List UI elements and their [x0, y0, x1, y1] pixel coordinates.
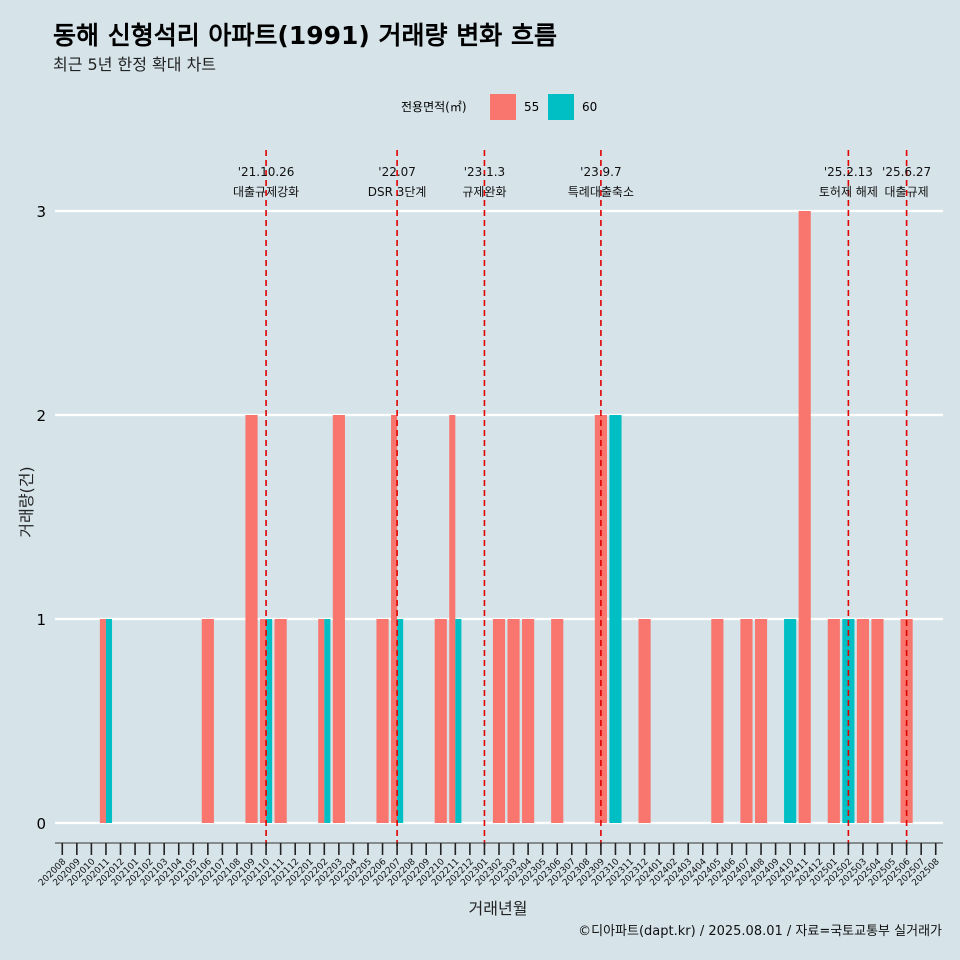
event-label: 대출규제강화	[233, 185, 299, 199]
bar-55-202202	[318, 619, 325, 823]
bar-55-202203	[332, 415, 345, 823]
bar-55-202504	[871, 619, 884, 823]
bar-60-202310	[609, 415, 622, 823]
bar-55-202211	[449, 415, 456, 823]
bar-55-202207	[391, 415, 398, 823]
event-label: 대출규제	[885, 185, 929, 199]
event-date: '25.2.13	[824, 165, 873, 179]
bar-55-202407	[740, 619, 753, 823]
bar-55-202501	[827, 619, 840, 823]
bar-60-202410	[784, 619, 797, 823]
bar-55-202312	[638, 619, 651, 823]
bar-55-202303	[507, 619, 520, 823]
bar-55-202302	[492, 619, 506, 823]
chart-title: 동해 신형석리 아파트(1991) 거래량 변화 흐름	[53, 21, 557, 50]
event-date: '23.9.7	[580, 165, 621, 179]
legend-label-60: 60	[582, 100, 597, 114]
bar-55-202405	[711, 619, 724, 823]
event-label: 특례대출축소	[568, 185, 634, 199]
bar-60-202207	[397, 619, 404, 823]
bar-55-202011	[99, 619, 106, 823]
bar-55-202106	[201, 619, 214, 823]
legend-label-55: 55	[524, 100, 539, 114]
bar-55-202206	[376, 619, 389, 823]
bar-60-202202	[324, 619, 331, 823]
y-tick-label: 0	[36, 815, 46, 833]
bar-55-202109	[245, 415, 258, 823]
y-tick-labels: 0 1 2 3	[36, 203, 46, 833]
bar-55-202503	[856, 619, 870, 823]
event-date: '22.07	[378, 165, 416, 179]
bar-60-202110	[266, 619, 273, 823]
event-date: '25.6.27	[882, 165, 931, 179]
bar-55-202309	[594, 415, 607, 823]
x-axis-label: 거래년월	[469, 899, 528, 918]
y-tick-label: 1	[36, 611, 46, 629]
x-axis: 2020082020092020102020112020122021012021…	[37, 842, 943, 888]
bar-55-202304	[522, 619, 535, 823]
caption: ©디아파트(dapt.kr) / 2025.08.01 / 자료=국토교통부 실…	[578, 924, 942, 939]
bars	[99, 211, 913, 823]
legend: 전용면적(㎡) 55 60	[401, 94, 597, 120]
legend-swatch-55	[490, 94, 516, 120]
legend-title: 전용면적(㎡)	[401, 100, 467, 114]
event-date: '23.1.3	[464, 165, 505, 179]
event-label: DSR 3단계	[368, 185, 427, 199]
bar-55-202411	[798, 211, 811, 823]
event-label: 규제완화	[462, 185, 506, 199]
legend-swatch-60	[548, 94, 574, 120]
bar-55-202306	[551, 619, 564, 823]
y-tick-label: 2	[36, 407, 46, 425]
event-label: 토허제 해제	[819, 185, 878, 199]
y-axis-label: 거래량(건)	[17, 466, 36, 537]
chart-subtitle: 최근 5년 한정 확대 차트	[53, 55, 216, 74]
event-lines	[265, 150, 908, 850]
event-date: '21.10.26	[238, 165, 295, 179]
bar-60-202011	[105, 619, 113, 823]
bar-55-202110	[260, 619, 267, 823]
bar-55-202210	[434, 619, 447, 823]
bar-55-202408	[754, 619, 768, 823]
bar-55-202111	[274, 619, 287, 823]
y-tick-label: 3	[36, 203, 46, 221]
event-annotations: '21.10.26 대출규제강화 '22.07 DSR 3단계 '23.1.3 규제완화 '…	[233, 165, 931, 199]
bar-60-202211	[455, 619, 462, 823]
